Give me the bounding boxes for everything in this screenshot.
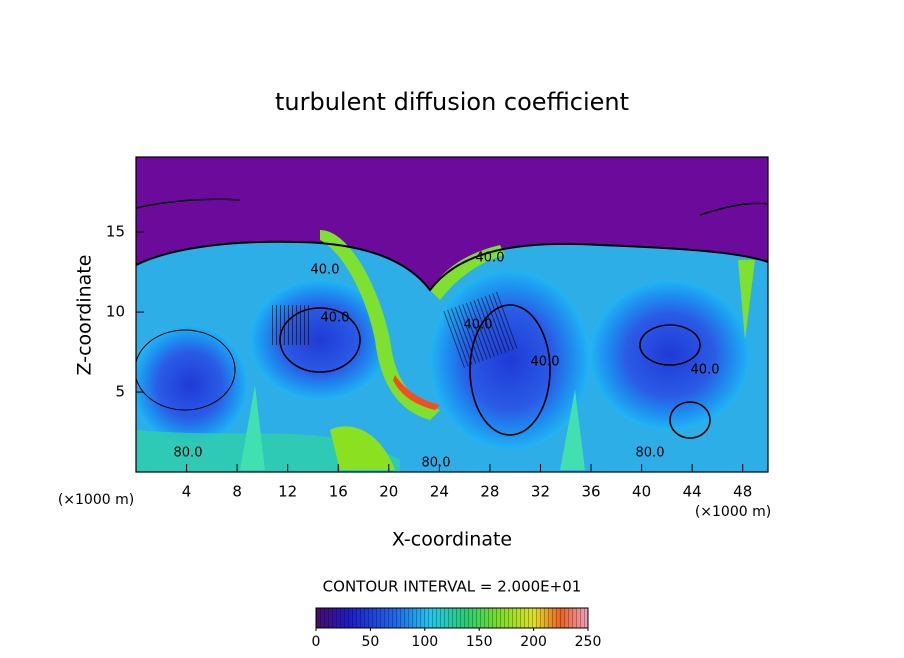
x-tick-label: 24 bbox=[430, 483, 449, 501]
x-tick-label: 16 bbox=[329, 483, 348, 501]
y-tick-label: 5 bbox=[115, 383, 125, 401]
contour-interval: CONTOUR INTERVAL = 2.000E+01 bbox=[323, 578, 582, 596]
contour-label: 80.0 bbox=[174, 446, 203, 461]
x-tick-label: 4 bbox=[182, 483, 192, 501]
x-tick-label: 32 bbox=[531, 483, 550, 501]
colorbar-tick-label: 100 bbox=[411, 634, 438, 650]
colorbar-tick-label: 50 bbox=[361, 634, 379, 650]
x-tick-label: 36 bbox=[581, 483, 600, 501]
colorbar-tick-label: 250 bbox=[575, 634, 602, 650]
x-unit-label: (×1000 m) bbox=[695, 504, 771, 520]
y-tick-label: 15 bbox=[106, 223, 125, 241]
y-axis-label: Z-coordinate bbox=[74, 255, 96, 376]
contour-label: 80.0 bbox=[636, 446, 665, 461]
chart-title: turbulent diffusion coefficient bbox=[275, 88, 629, 116]
x-tick-label: 20 bbox=[379, 483, 398, 501]
x-tick-label: 28 bbox=[480, 483, 499, 501]
field bbox=[136, 157, 768, 472]
contour-label: 40.0 bbox=[531, 355, 560, 370]
x-tick-label: 40 bbox=[632, 483, 651, 501]
colorbar-tick-label: 150 bbox=[466, 634, 493, 650]
colorbar-tick-label: 200 bbox=[520, 634, 547, 650]
x-axis-label: X-coordinate bbox=[392, 529, 512, 551]
contour-label: 40.0 bbox=[321, 311, 350, 326]
contour-label: 40.0 bbox=[476, 251, 505, 266]
x-tick-label: 44 bbox=[683, 483, 702, 501]
x-tick-label: 8 bbox=[232, 483, 242, 501]
contour-label: 40.0 bbox=[691, 363, 720, 378]
x-tick-label: 12 bbox=[278, 483, 297, 501]
y-tick-label: 10 bbox=[106, 303, 125, 321]
contour-label: 80.0 bbox=[422, 456, 451, 471]
contour-label: 40.0 bbox=[311, 263, 340, 278]
plot-frame bbox=[135, 156, 769, 473]
colorbar-tick-label: 0 bbox=[312, 634, 321, 650]
x-tick-label: 48 bbox=[733, 483, 752, 501]
colorbar-stripes bbox=[316, 608, 588, 628]
y-unit-label: (×1000 m) bbox=[58, 492, 134, 508]
contour-label: 40.0 bbox=[464, 318, 493, 333]
